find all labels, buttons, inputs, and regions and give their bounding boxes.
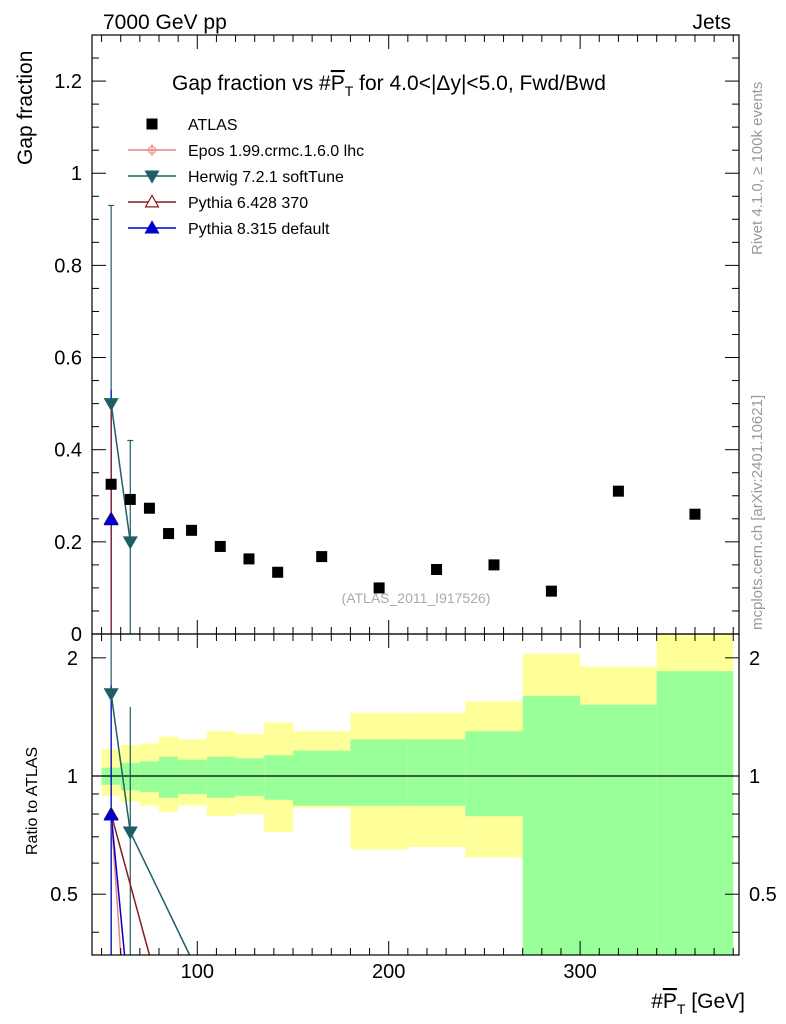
ratio-band-stat [158, 756, 179, 798]
legend-marker-pythia8 [144, 220, 160, 234]
analysis-tag: (ATLAS_2011_I917526) [342, 590, 491, 606]
herwig-point [103, 398, 119, 412]
ratio-band-stat [206, 756, 236, 798]
legend-label: Pythia 8.315 default [188, 221, 330, 238]
y-tick-label-ratio-right: 0.5 [749, 884, 777, 906]
x-axis-label-prefix: # [651, 990, 663, 1013]
x-tick-label: 300 [563, 961, 596, 983]
atlas-point [316, 551, 328, 563]
legend-label: Herwig 7.2.1 softTune [188, 169, 344, 186]
ratio-frame [91, 633, 740, 956]
side-label-mcplots: mcplots.cern.ch [arXiv:2401.10621] [749, 395, 766, 630]
atlas-point [373, 582, 385, 594]
legend-label: Pythia 6.428 370 [188, 195, 308, 212]
ratio-band-stat [407, 739, 466, 806]
atlas-point [272, 566, 284, 578]
chart-title-suffix: for 4.0<|Δy|<5.0, Fwd/Bwd [353, 72, 606, 95]
x-axis-label-sub: T [677, 1001, 686, 1017]
atlas-point [243, 553, 255, 565]
ratio-band-stat [235, 758, 265, 796]
ratio-band-stat [465, 731, 523, 817]
atlas-point [431, 563, 443, 575]
ratio-band-stat [264, 755, 293, 800]
ratio-band-stat [522, 695, 581, 955]
x-axis-label-sym: P [663, 990, 677, 1013]
legend-marker-atlas [146, 118, 158, 130]
ratio-band-stat [580, 704, 657, 955]
herwig-ratio-line [110, 693, 191, 956]
y-tick-label-main: 0.2 [54, 532, 82, 554]
ratio-band-stat [139, 761, 159, 793]
y-tick-label-ratio: 0.5 [50, 884, 78, 906]
chart-title-sub: T [345, 83, 354, 99]
axes: 100 200 300 0 0.2 0.4 0.6 0.8 1 1.2 0.5 0.5 1 1 2 2 [50, 34, 777, 983]
ratio-plot [92, 634, 739, 956]
y-tick-label-main: 0.4 [54, 440, 82, 462]
pythia8-ratio-point [103, 807, 119, 821]
atlas-point [488, 559, 500, 571]
chart-title-prefix: Gap fraction vs # [172, 72, 331, 95]
legend-marker-pythia6 [144, 194, 160, 208]
legend-label: ATLAS [188, 117, 238, 134]
ratio-band-stat [178, 759, 207, 794]
chart-title-sym: P [331, 72, 345, 95]
herwig-ratio-point [103, 688, 119, 702]
y-tick-label-main: 0.8 [54, 255, 82, 277]
ratio-band-stat [350, 739, 408, 806]
atlas-point [143, 502, 155, 514]
header-left: 7000 GeV pp [103, 11, 227, 34]
legend-label: Epos 1.99.crmc.1.6.0 lhc [188, 143, 364, 160]
x-tick-label: 100 [181, 961, 214, 983]
header-right: Jets [692, 11, 731, 34]
atlas-point [612, 485, 624, 497]
side-label-rivet: Rivet 4.1.0, ≥ 100k events [749, 82, 766, 255]
y-tick-label-ratio-right: 2 [749, 648, 760, 670]
x-axis-label: #PT [GeV] [651, 990, 745, 1017]
chart-title: Gap fraction vs #PT for 4.0<|Δy|<5.0, Fw… [172, 72, 606, 99]
atlas-point [545, 585, 557, 597]
x-axis-label-suffix: [GeV] [685, 990, 745, 1013]
ratio-band-stat [292, 750, 351, 806]
y-tick-label-main: 1 [71, 163, 82, 185]
atlas-point [105, 478, 117, 490]
y-tick-label-main: 1.2 [54, 71, 82, 93]
pythia6-ratio-line [110, 813, 151, 956]
y-tick-label-main: 0 [71, 624, 82, 646]
main-plot [103, 204, 701, 634]
pythia8-ratio-line [110, 813, 126, 956]
y-axis-label-ratio: Ratio to ATLAS [24, 747, 41, 855]
atlas-point [689, 508, 701, 520]
herwig-line [110, 403, 132, 542]
y-tick-label-ratio: 1 [67, 766, 78, 788]
y-tick-label-ratio: 2 [67, 648, 78, 670]
atlas-point [163, 528, 175, 540]
y-axis-label-main: Gap fraction [14, 51, 37, 165]
herwig-point [122, 536, 138, 550]
herwig-ratio-point [122, 826, 138, 840]
legend-marker-herwig [144, 170, 160, 184]
atlas-point [186, 524, 198, 536]
y-tick-label-main: 0.6 [54, 348, 82, 370]
pythia8-point [103, 512, 119, 526]
ratio-band-stat [656, 671, 734, 955]
atlas-point [214, 540, 226, 552]
atlas-point [124, 493, 136, 505]
legend: ATLAS Epos 1.99.crmc.1.6.0 lhc Herwig 7.2.… [128, 117, 364, 238]
y-tick-label-ratio-right: 1 [749, 766, 760, 788]
x-tick-label: 200 [372, 961, 405, 983]
